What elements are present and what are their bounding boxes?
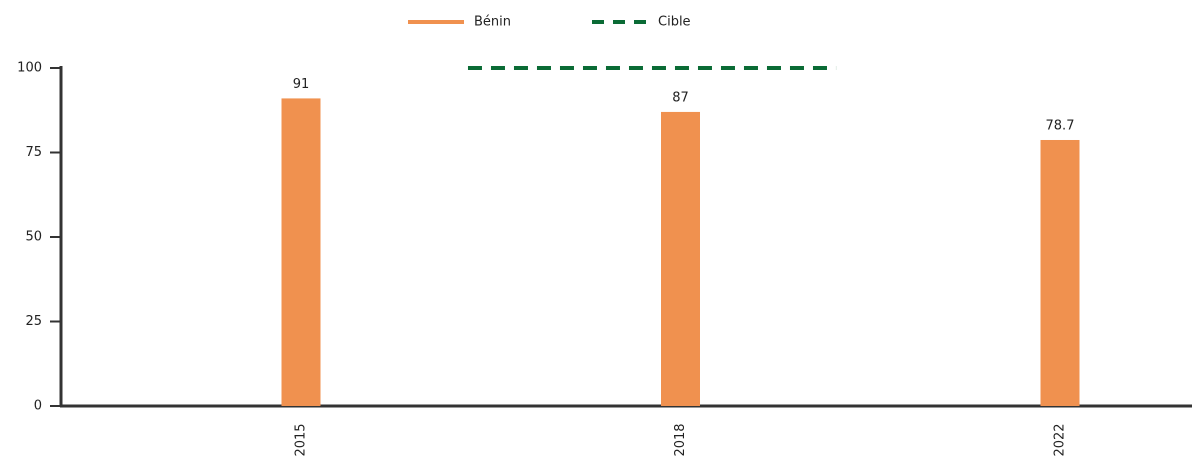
- legend-label: Cible: [658, 15, 691, 30]
- y-tick-label: 50: [25, 230, 42, 245]
- x-tick-label: 2018: [673, 423, 688, 456]
- x-tick-label: 2022: [1053, 423, 1068, 456]
- bar: [281, 98, 321, 407]
- x-tick-label: 2015: [294, 423, 309, 456]
- y-tick-label: 25: [25, 314, 42, 329]
- legend-label: Bénin: [474, 15, 511, 30]
- y-tick-label: 0: [34, 399, 42, 414]
- data-label: 91: [293, 77, 310, 92]
- bar: [1040, 139, 1080, 406]
- data-label: 78.7: [1046, 118, 1075, 133]
- bar: [661, 111, 700, 406]
- y-tick-label: 100: [17, 61, 42, 76]
- data-label: 87: [672, 90, 689, 105]
- y-tick-label: 75: [25, 145, 42, 160]
